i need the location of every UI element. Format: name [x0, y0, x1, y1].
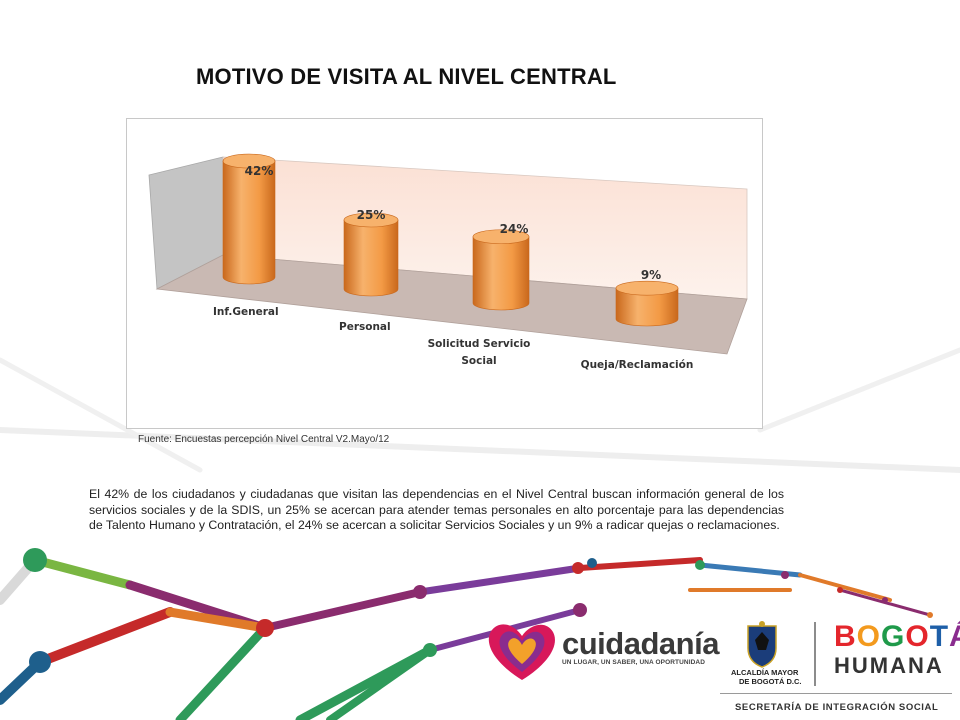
data-label-1: 42%: [245, 164, 274, 178]
chart-frame: 42% 25% 24% 9% Inf.General Personal Solicitud…: [126, 118, 763, 429]
bar-chart: 42% 25% 24% 9% Inf.General Personal Solicitud…: [148, 153, 748, 371]
humana-wordmark: HUMANA: [834, 653, 944, 678]
source-note: Fuente: Encuestas percepción Nivel Centr…: [138, 434, 390, 445]
bogota-wordmark: BOGOTÁ: [834, 620, 960, 653]
cuidadania-tagline: UN LUGAR, UN SABER, UNA OPORTUNIDAD: [562, 659, 706, 666]
category-label-1: Inf.General: [213, 306, 279, 318]
footer-logos: [0, 600, 960, 720]
data-label-4: 9%: [641, 268, 661, 282]
alcaldia-text-line1: ALCALDÍA MAYOR: [731, 668, 799, 677]
cuidadania-heart-logo: [488, 624, 555, 680]
alcaldia-text-line2: DE BOGOTÁ D.C.: [739, 677, 802, 686]
bar-3: [472, 229, 530, 311]
alcaldia-shield-logo: [747, 621, 777, 668]
category-label-2: Personal: [339, 321, 391, 333]
category-label-4: Queja/Reclamación: [581, 359, 694, 371]
chart-floor: [155, 254, 748, 355]
cuidadania-wordmark: cuidadanía: [562, 626, 719, 661]
secretaria-footer-text: SECRETARÍA DE INTEGRACIÓN SOCIAL: [735, 702, 939, 713]
slide-title: MOTIVO DE VISITA AL NIVEL CENTRAL: [196, 64, 617, 89]
body-paragraph: El 42% de los ciudadanos y ciudadanas qu…: [89, 487, 784, 534]
data-label-3: 24%: [500, 222, 529, 236]
bar-1: [222, 153, 276, 285]
bar-4: [615, 280, 679, 327]
footer-rule: [720, 693, 952, 694]
category-label-3: Solicitud Servicio Social: [428, 338, 531, 367]
data-label-2: 25%: [357, 208, 386, 222]
bar-2: [343, 212, 399, 297]
